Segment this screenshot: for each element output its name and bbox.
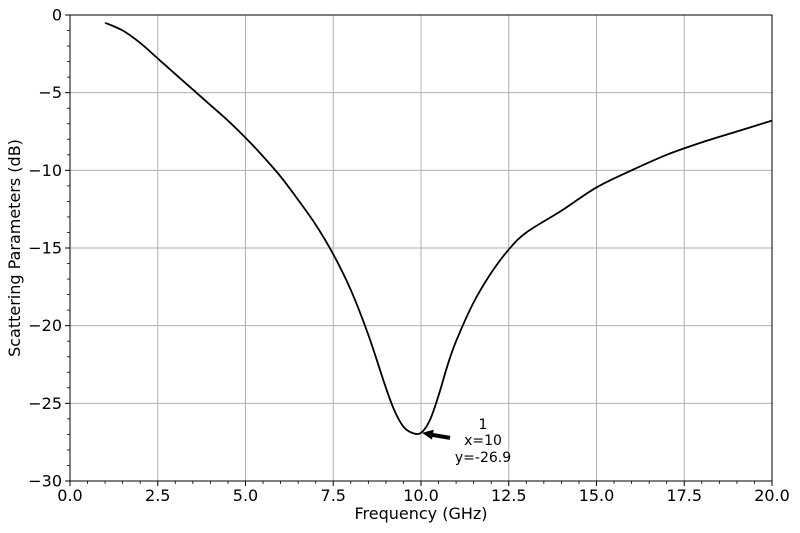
y-tick-label: −5 — [38, 83, 62, 102]
x-axis-title: Frequency (GHz) — [354, 504, 487, 523]
major-ticks — [65, 14, 773, 486]
y-tick-label: −20 — [28, 316, 62, 335]
annotation-x-value: x=10 — [464, 433, 502, 449]
annotation-marker-label: 1 — [479, 417, 488, 433]
series-line — [104, 21, 773, 435]
y-tick-label: −25 — [28, 394, 62, 413]
y-axis-title: Scattering Parameters (dB) — [5, 139, 24, 357]
y-tick-label: 0 — [52, 6, 62, 25]
x-tick-label: 20.0 — [754, 486, 790, 505]
plot-frame — [69, 14, 773, 482]
x-tick-labels: 0.0 2.5 5.0 7.5 10.0 12.5 15.0 17.5 20.0 — [57, 486, 790, 505]
x-tick-label: 7.5 — [321, 486, 346, 505]
x-tick-label: 2.5 — [145, 486, 170, 505]
annotation-arrow-head — [422, 429, 434, 440]
x-tick-label: 5.0 — [233, 486, 258, 505]
x-tick-label: 17.5 — [666, 486, 702, 505]
minor-ticks — [67, 30, 755, 484]
grid-lines — [69, 14, 773, 482]
x-tick-label: 15.0 — [579, 486, 615, 505]
y-tick-label: −15 — [28, 239, 62, 258]
x-tick-label: 12.5 — [491, 486, 527, 505]
x-tick-label: 10.0 — [403, 486, 439, 505]
y-tick-label: −10 — [28, 161, 62, 180]
y-tick-labels: 0 −5 −10 −15 −20 −25 −30 — [28, 6, 62, 491]
marker-annotation: 1 x=10 y=-26.9 — [422, 417, 511, 466]
annotation-y-value: y=-26.9 — [455, 450, 511, 466]
annotation-arrow-shaft — [430, 432, 451, 440]
x-tick-label: 0.0 — [57, 486, 82, 505]
y-tick-label: −30 — [28, 472, 62, 491]
